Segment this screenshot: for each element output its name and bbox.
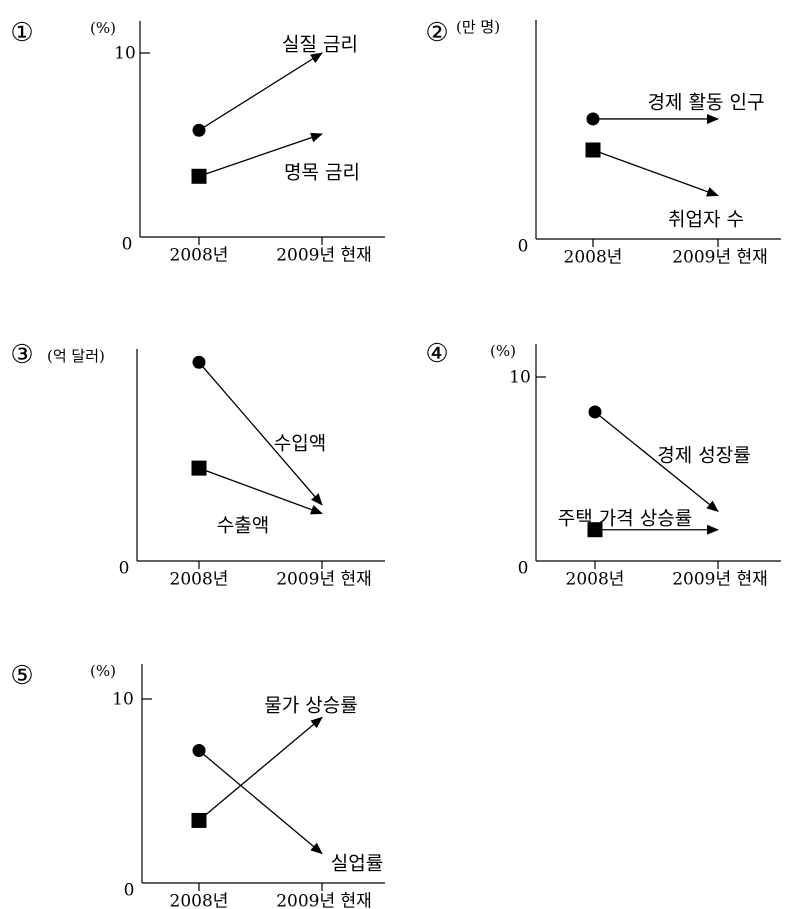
x-tick-label: 2008년 xyxy=(170,892,229,909)
series-arrow xyxy=(198,750,323,855)
origin-label: 0 xyxy=(518,237,529,257)
panel-number: ⑤ xyxy=(10,661,33,691)
series-label: 실질 금리 xyxy=(282,34,358,56)
unit-label: (%) xyxy=(490,342,516,360)
circle-marker xyxy=(192,744,206,758)
x-tick-label: 2009년 현재 xyxy=(672,248,768,268)
panel-number: ② xyxy=(425,18,448,48)
square-marker xyxy=(191,812,207,828)
series-label: 명목 금리 xyxy=(284,162,360,184)
series-arrow xyxy=(592,149,719,197)
series-arrow xyxy=(198,716,323,821)
series-label: 수출액 xyxy=(217,515,269,537)
origin-label: 0 xyxy=(122,235,133,255)
y-tick-label: 10 xyxy=(509,368,531,388)
x-tick-label: 2009년 현재 xyxy=(672,570,768,590)
unit-label: (%) xyxy=(90,662,116,680)
circle-marker xyxy=(588,405,602,419)
circle-marker xyxy=(192,355,206,369)
x-tick-label: 2009년 현재 xyxy=(276,246,372,266)
series-arrow xyxy=(198,132,323,177)
series-arrow xyxy=(198,52,323,131)
series-arrow xyxy=(594,411,719,512)
series-arrow xyxy=(198,467,323,515)
origin-label: 0 xyxy=(124,881,135,901)
x-tick-label: 2008년 xyxy=(566,570,625,590)
square-marker xyxy=(191,460,207,476)
series-label: 취업자 수 xyxy=(668,209,744,231)
unit-label: (%) xyxy=(90,19,116,37)
circle-marker xyxy=(192,123,206,137)
panel-number: ③ xyxy=(10,340,33,370)
series-arrow xyxy=(198,361,323,506)
y-tick-label: 10 xyxy=(114,44,136,64)
x-tick-label: 2009년 현재 xyxy=(276,570,372,590)
series-label: 경제 성장률 xyxy=(657,445,750,467)
x-tick-label: 2009년 현재 xyxy=(276,892,372,909)
origin-label: 0 xyxy=(518,559,529,579)
x-tick-label: 2008년 xyxy=(564,248,623,268)
series-label: 실업률 xyxy=(331,853,383,875)
series-label: 경제 활동 인구 xyxy=(648,92,765,114)
unit-label: (억 달러) xyxy=(47,347,105,365)
series-label: 주택 가격 상승률 xyxy=(558,508,692,530)
x-tick-label: 2008년 xyxy=(170,570,229,590)
square-marker xyxy=(191,168,207,184)
y-tick-label: 10 xyxy=(112,690,134,710)
circle-marker xyxy=(586,112,600,126)
square-marker xyxy=(587,522,603,538)
series-label: 물가 상승률 xyxy=(264,695,357,717)
square-marker xyxy=(585,142,601,158)
unit-label: (만 명) xyxy=(456,18,500,36)
x-tick-label: 2008년 xyxy=(170,246,229,266)
panel-number: ④ xyxy=(425,339,448,369)
origin-label: 0 xyxy=(119,559,130,579)
series-label: 수입액 xyxy=(274,433,326,455)
panel-number: ① xyxy=(10,18,33,48)
